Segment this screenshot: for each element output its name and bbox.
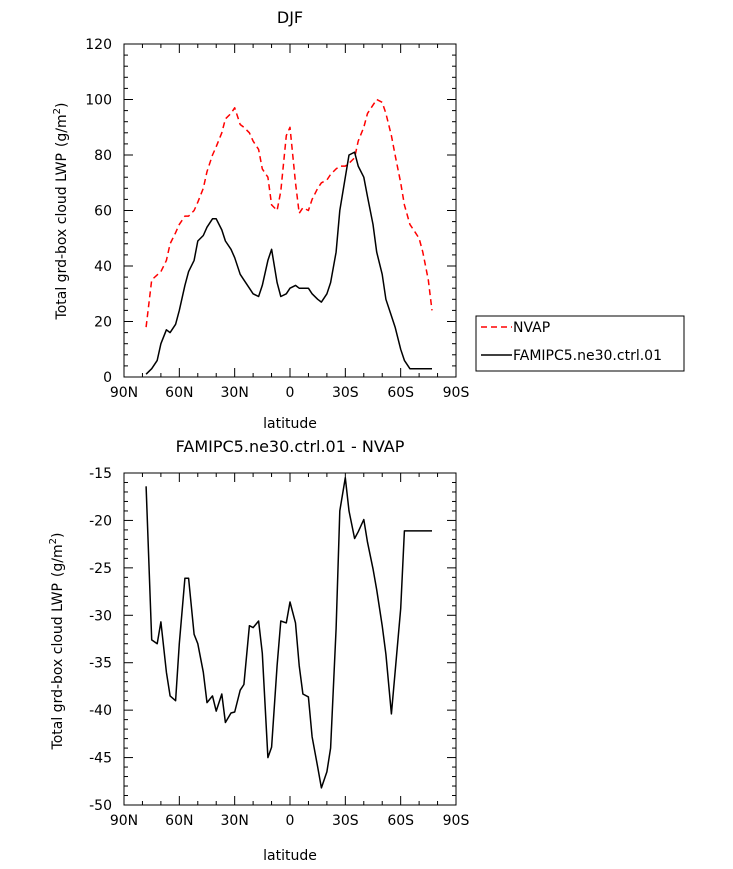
y-axis-label-text: Total grd-box cloud LWP — [50, 583, 66, 750]
x-tick-label: 60N — [165, 385, 193, 401]
series-line-difference — [145, 476, 432, 789]
y-tick-label: -50 — [89, 798, 112, 814]
x-tick-label: 90N — [110, 813, 138, 829]
y-tick-label: 20 — [94, 315, 112, 331]
chart-title: FAMIPC5.ne30.ctrl.01 - NVAP — [176, 437, 405, 456]
x-tick-label: 30S — [332, 385, 359, 401]
y-tick-label: -40 — [89, 703, 112, 719]
panel-djf: DJF 90N 60N 30N 0 30S 60S 90S 0 20 40 60 80 100 120 l… — [52, 8, 685, 432]
y-axis-unit-close: ) — [50, 533, 66, 538]
y-tick-label: 60 — [94, 204, 112, 220]
y-tick-label: -15 — [89, 466, 112, 482]
y-axis-label: Total grd-box cloud LWP (g/m2) — [52, 103, 70, 321]
y-tick-label: -45 — [89, 751, 112, 767]
y-tick-label: 80 — [94, 148, 112, 164]
x-tick-label: 0 — [286, 813, 295, 829]
x-tick-label: 90S — [443, 385, 470, 401]
legend-label-nvap: NVAP — [513, 320, 550, 336]
axes: 90N 60N 30N 0 30S 60S 90S -15 -20 -25 -30 -35 -40 -45… — [89, 466, 469, 829]
x-axis-label: latitude — [263, 848, 317, 864]
y-axis-unit-close: ) — [54, 103, 70, 108]
x-tick-label: 30S — [332, 813, 359, 829]
x-tick-label: 0 — [286, 385, 295, 401]
legend: NVAP FAMIPC5.ne30.ctrl.01 — [475, 315, 685, 372]
y-tick-label: 120 — [85, 37, 112, 53]
series-line-famipc5-ne30-ctrl-01 — [145, 151, 432, 375]
y-axis-unit: (g/m — [54, 114, 70, 147]
y-axis-unit-superscript: 2 — [52, 108, 63, 114]
y-axis-unit: (g/m — [50, 544, 66, 577]
x-tick-label: 30N — [221, 385, 249, 401]
y-tick-label: -25 — [89, 561, 112, 577]
x-tick-label: 60N — [165, 813, 193, 829]
x-tick-label: 30N — [221, 813, 249, 829]
y-axis-unit-superscript: 2 — [48, 538, 59, 544]
y-tick-label: 0 — [103, 370, 112, 386]
x-tick-label: 60S — [387, 813, 414, 829]
series-lines — [145, 476, 432, 789]
plot-frame — [123, 472, 457, 806]
chart-title: DJF — [277, 8, 303, 27]
panel-difference: FAMIPC5.ne30.ctrl.01 - NVAP 90N 60N 30N 0 30… — [48, 437, 469, 864]
y-tick-label: 40 — [94, 259, 112, 275]
legend-box — [475, 315, 685, 372]
axes: 90N 60N 30N 0 30S 60S 90S 0 20 40 60 80 100 120 — [85, 37, 469, 401]
y-axis-label-text: Total grd-box cloud LWP — [54, 153, 70, 320]
series-lines — [145, 98, 433, 375]
y-tick-label: -30 — [89, 608, 112, 624]
y-tick-label: 100 — [85, 93, 112, 109]
y-tick-label: -20 — [89, 513, 112, 529]
legend-label-famipc5: FAMIPC5.ne30.ctrl.01 — [513, 348, 662, 364]
x-tick-label: 90S — [443, 813, 470, 829]
y-axis-label: Total grd-box cloud LWP (g/m2) — [48, 533, 66, 751]
x-tick-label: 90N — [110, 385, 138, 401]
y-tick-label: -35 — [89, 656, 112, 672]
x-tick-label: 60S — [387, 385, 414, 401]
x-axis-label: latitude — [263, 416, 317, 432]
series-line-nvap — [145, 98, 433, 328]
